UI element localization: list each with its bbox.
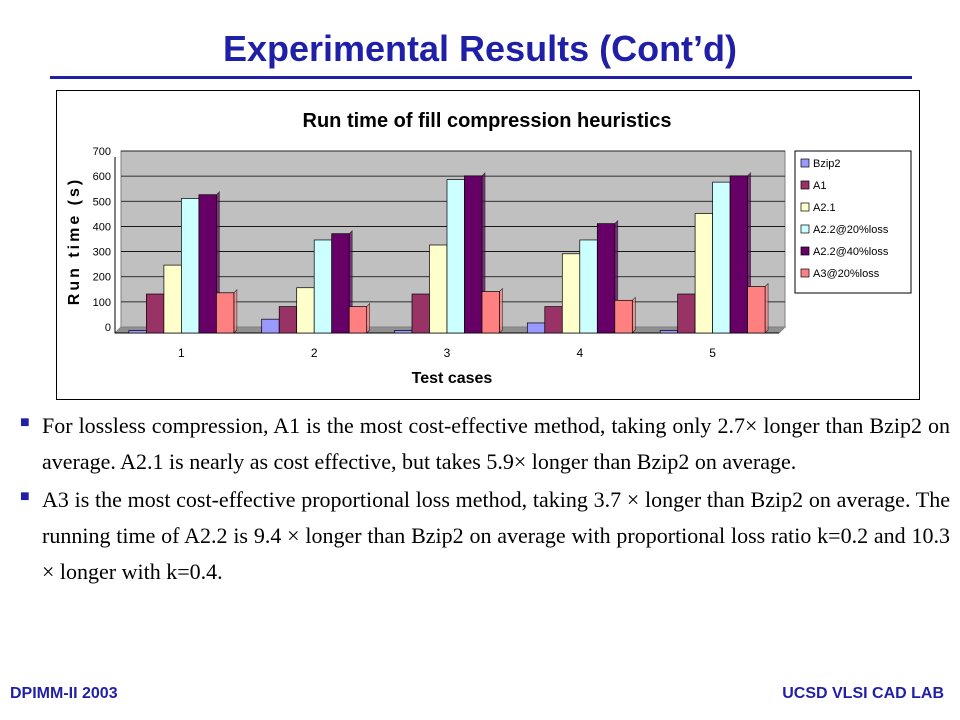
legend-swatch xyxy=(800,180,810,190)
bar xyxy=(659,330,678,334)
legend-box xyxy=(794,150,912,294)
bullet-text: A3 is the most cost-effective proportion… xyxy=(42,487,950,584)
legend-label: A2.2@40%loss xyxy=(813,246,889,258)
legend-swatch xyxy=(800,246,810,256)
bar xyxy=(411,293,430,334)
footer-lab: UCSD VLSI CAD LAB xyxy=(782,685,944,702)
bar xyxy=(198,194,217,334)
bar xyxy=(446,179,465,334)
bar xyxy=(561,253,581,334)
square-bullet-icon: ■ xyxy=(20,414,30,431)
x-tick-label: 5 xyxy=(709,346,716,360)
bar xyxy=(394,330,413,334)
x-axis-label: Test cases xyxy=(412,370,493,387)
bar-side xyxy=(233,289,238,334)
bar xyxy=(464,175,483,334)
bar-side xyxy=(366,302,371,334)
x-tick-label: 3 xyxy=(444,346,451,360)
bar xyxy=(348,306,368,334)
x-tick-label: 1 xyxy=(178,346,185,360)
bar-side xyxy=(631,296,636,334)
bar-side xyxy=(764,282,769,334)
legend-label: Bzip2 xyxy=(813,158,841,170)
bar xyxy=(296,287,315,334)
legend-swatch xyxy=(800,268,810,278)
y-tick-label: 100 xyxy=(93,297,111,309)
bullet-text: For lossless compression, A1 is the most… xyxy=(42,413,950,474)
chart-frame: 0 100 200 300 400 500 600 700 1 2 3 4 5 Run time of f… xyxy=(56,90,920,400)
slide-title: Experimental Results (Cont’d) xyxy=(222,28,738,69)
bar xyxy=(146,293,165,334)
bar xyxy=(544,306,563,334)
legend-label: A3@20%loss xyxy=(813,268,880,280)
chart-title: Run time of fill compression heuristics xyxy=(303,110,672,132)
bar-chart: 0 100 200 300 400 500 600 700 1 2 3 4 5 Run time of f… xyxy=(66,110,912,387)
bar xyxy=(579,239,598,334)
legend-label: A2.2@20%loss xyxy=(813,224,889,236)
y-tick-label: 400 xyxy=(93,221,111,233)
y-tick-label: 0 xyxy=(105,322,111,334)
legend-swatch xyxy=(800,202,810,212)
bar xyxy=(261,318,280,334)
legend-swatch xyxy=(800,224,810,234)
bar xyxy=(181,198,200,334)
bar xyxy=(128,330,147,334)
bar xyxy=(712,181,731,334)
bar xyxy=(729,175,748,334)
bar xyxy=(163,264,182,334)
y-tick-label: 300 xyxy=(93,247,111,259)
bar xyxy=(694,213,713,334)
legend-swatch xyxy=(800,158,810,168)
bullet-item: ■ For lossless compression, A1 is the mo… xyxy=(20,408,950,480)
x-tick-label: 4 xyxy=(576,346,583,360)
y-tick-label: 700 xyxy=(93,146,111,158)
bar xyxy=(526,322,546,334)
y-tick-label: 600 xyxy=(93,171,111,183)
bar xyxy=(596,223,616,334)
y-tick-label: 200 xyxy=(93,272,111,284)
bullet-list: ■ For lossless compression, A1 is the mo… xyxy=(20,408,950,592)
y-tick-label: 500 xyxy=(93,196,111,208)
bar xyxy=(313,239,333,334)
square-bullet-icon: ■ xyxy=(20,488,30,505)
bar xyxy=(429,244,448,334)
title-underline xyxy=(50,76,912,79)
bar xyxy=(677,293,696,334)
bar xyxy=(216,292,235,334)
legend-label: A2.1 xyxy=(813,202,836,214)
bar xyxy=(614,299,633,334)
bar xyxy=(278,306,298,334)
legend-label: A1 xyxy=(813,180,826,192)
y-axis-label: Run time (s) xyxy=(66,177,83,305)
bar xyxy=(481,291,500,334)
bar-side xyxy=(499,287,503,334)
bar xyxy=(747,286,766,334)
footer-conference: DPIMM-II 2003 xyxy=(10,685,118,702)
bar xyxy=(331,233,350,334)
bullet-item: ■ A3 is the most cost-effective proporti… xyxy=(20,482,950,590)
x-tick-label: 2 xyxy=(311,346,318,360)
